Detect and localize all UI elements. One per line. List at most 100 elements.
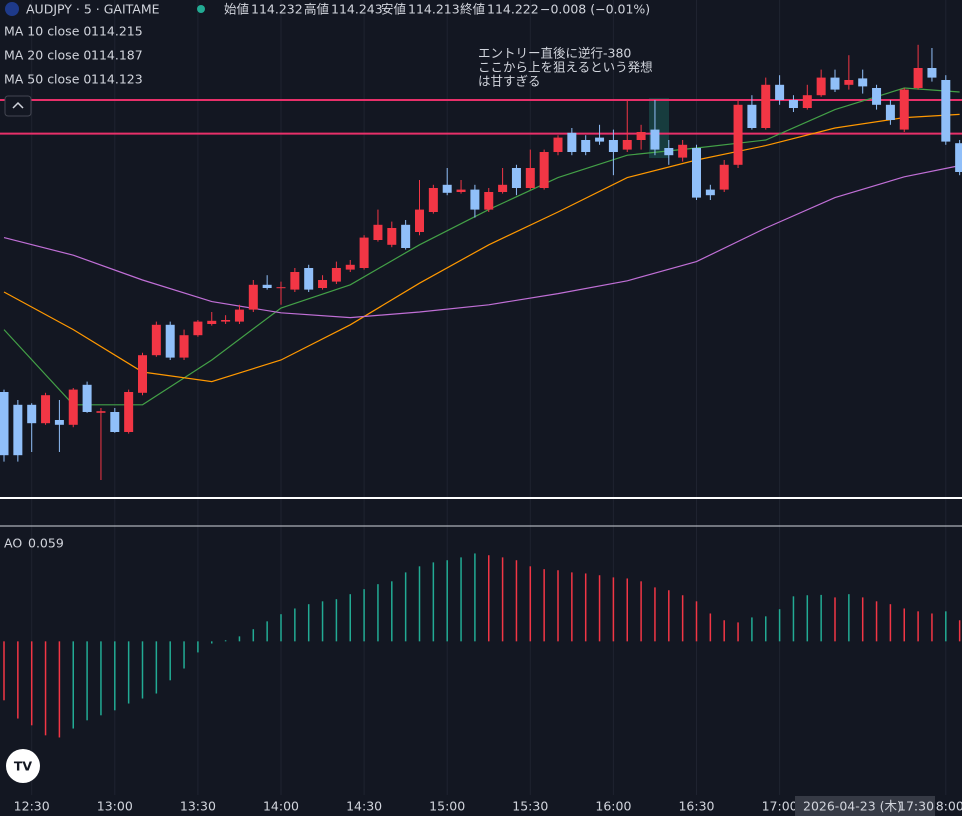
flag-icon [5, 2, 19, 16]
candle-body [692, 148, 701, 198]
ao-bar [820, 594, 822, 642]
ao-bar [155, 641, 158, 694]
ao-bar [446, 560, 448, 642]
candle-body [41, 395, 51, 424]
candle-body [27, 404, 37, 424]
ao-bar [917, 611, 919, 642]
crosshair-time: 17:30 [898, 799, 934, 814]
ao-bar [432, 562, 435, 642]
legend-value: 114.215 [91, 24, 143, 39]
candle-body [401, 224, 411, 248]
ao-bar [889, 604, 892, 642]
candle-body [138, 355, 147, 393]
x-tick-label: 15:30 [512, 799, 548, 814]
candle-body [387, 228, 397, 245]
ao-bar [183, 641, 185, 669]
candle-body [885, 104, 895, 120]
candle-body [664, 148, 674, 156]
ao-bar [806, 595, 809, 642]
close-value: 114.222 [487, 2, 539, 17]
candle-body [124, 392, 134, 432]
symbol[interactable]: AUDJPY · 5 · GAITAME [26, 2, 160, 17]
ao-bar [141, 641, 144, 699]
candle-body [470, 189, 480, 210]
candle-body [858, 78, 868, 87]
candle-body [761, 84, 771, 128]
candle-body [678, 144, 688, 158]
high-value: 114.243 [331, 2, 383, 17]
open-label: 始値 [224, 2, 249, 17]
ao-bar [848, 594, 850, 642]
ao-bar [17, 641, 19, 719]
ao-bar [834, 597, 836, 642]
x-tick-label: 18:00 [928, 799, 962, 814]
ao-bar [127, 641, 130, 704]
ao-bar [391, 581, 393, 642]
ao-bar [584, 573, 587, 642]
ao-bar [709, 613, 712, 642]
ao-bar [668, 590, 670, 642]
candle-body [428, 188, 438, 212]
crosshair-date: 2026-04-23 (木) [803, 799, 902, 814]
ao-bar [211, 641, 213, 644]
candle-body [802, 95, 812, 108]
ao-bar [557, 570, 559, 642]
ao-bar [501, 557, 504, 642]
ao-bar [100, 641, 102, 716]
ao-bar [612, 577, 615, 642]
ao-bar [363, 589, 365, 642]
candle-body [608, 140, 618, 152]
ao-bar [765, 616, 767, 642]
candle-body [844, 80, 854, 85]
candle-body [595, 137, 605, 142]
ma-line [3, 113, 960, 383]
candle-body [110, 412, 120, 432]
ao-bar [114, 641, 116, 711]
close-label: 終値 [460, 2, 485, 17]
candle-body [872, 88, 882, 105]
candle-body [775, 84, 785, 100]
candle-body [262, 284, 272, 288]
candle-body [0, 392, 9, 456]
candle-body [913, 68, 923, 88]
candle-body [636, 132, 646, 140]
logo[interactable] [6, 749, 40, 783]
legend-name: MA 50 close 0 [4, 72, 91, 87]
ao-bar [737, 622, 739, 642]
ao-bar [307, 604, 310, 642]
logo-text: TV [14, 759, 33, 774]
candle-body [581, 140, 591, 152]
ao-bar [460, 557, 462, 642]
candle-body [788, 100, 798, 108]
ao-bar [197, 641, 199, 653]
ao-pane: AO 0.059 [3, 536, 961, 738]
time-axis: 12:30 13:00 13:30 14:00 14:30 15:00 15:30 16:00… [14, 799, 962, 814]
candle-body [553, 137, 563, 152]
ao-bar [875, 601, 878, 642]
candle-body [165, 324, 175, 358]
low-label: 安値 [381, 2, 406, 17]
ao-bar [488, 555, 490, 642]
low-value: 114.213 [408, 2, 460, 17]
candle-body [82, 384, 92, 412]
candle-body [331, 268, 341, 282]
collapse-button[interactable] [4, 95, 32, 117]
ao-bar [903, 608, 905, 642]
candle-body [719, 164, 729, 190]
candle-body [525, 168, 535, 188]
ao-bar [654, 587, 656, 642]
x-tick-label: 15:00 [429, 799, 465, 814]
ao-bar [418, 566, 421, 642]
candle-body [234, 309, 244, 322]
ao-bar [778, 609, 781, 642]
crosshair-label-box [795, 796, 935, 816]
ao-bar [529, 566, 532, 642]
candle-body [415, 209, 424, 232]
candle-body [68, 389, 78, 425]
candle-body [442, 184, 452, 193]
status-dot [197, 5, 205, 13]
ao-bar [515, 560, 518, 642]
